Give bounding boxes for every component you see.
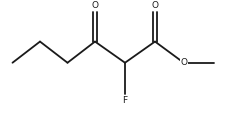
Text: O: O [180, 58, 187, 67]
Text: O: O [152, 1, 158, 10]
Text: O: O [92, 1, 98, 10]
Text: F: F [122, 96, 128, 105]
